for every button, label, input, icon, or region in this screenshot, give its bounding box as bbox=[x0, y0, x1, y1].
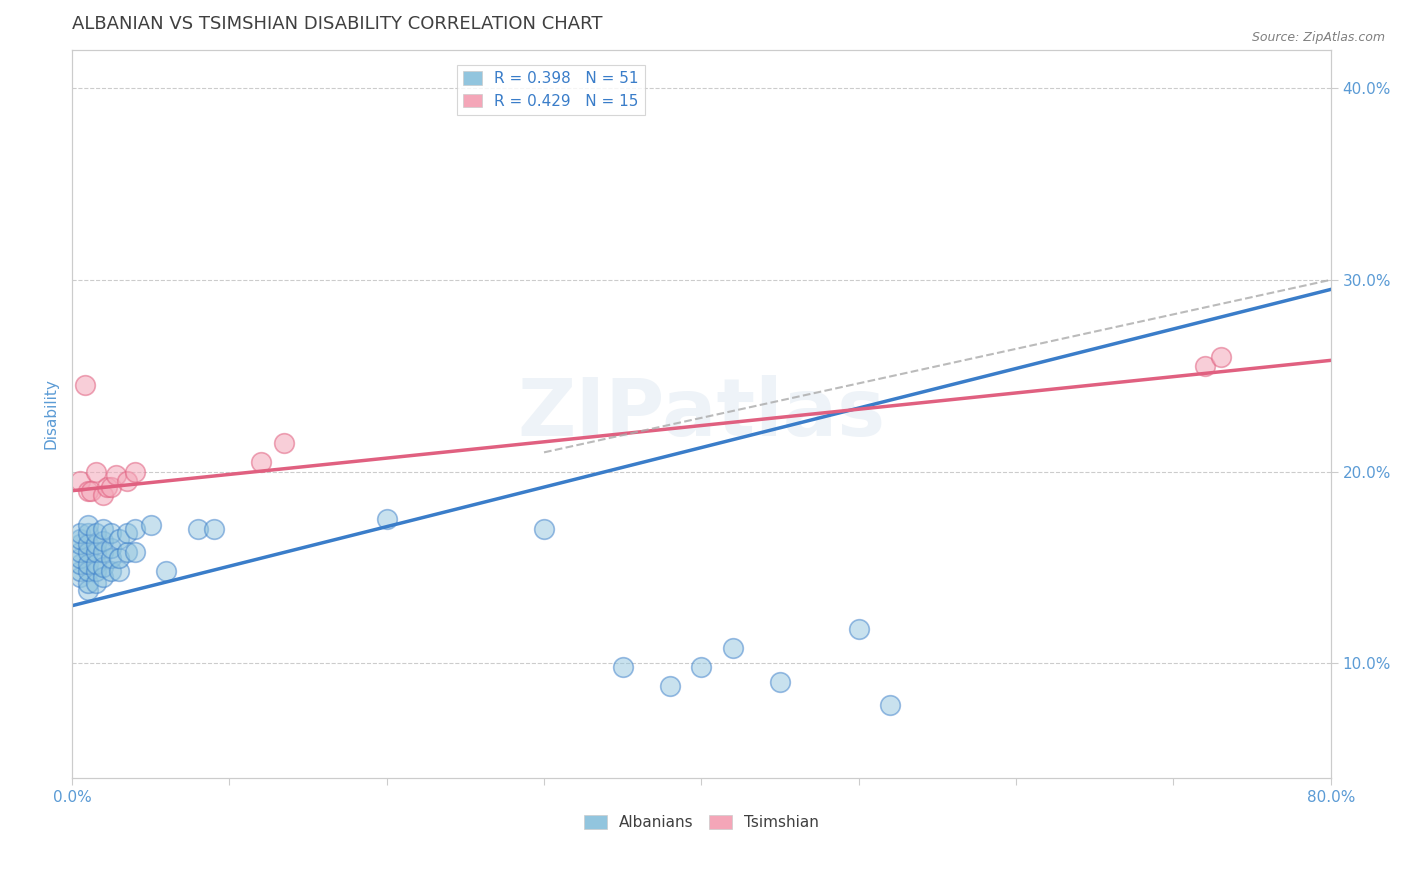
Point bbox=[76, 518, 98, 533]
Point bbox=[249, 455, 271, 469]
Point bbox=[69, 545, 91, 559]
Text: Source: ZipAtlas.com: Source: ZipAtlas.com bbox=[1251, 31, 1385, 45]
Point bbox=[690, 660, 713, 674]
Point bbox=[721, 640, 744, 655]
Point bbox=[69, 474, 91, 488]
Point bbox=[100, 550, 122, 565]
Point bbox=[115, 545, 138, 559]
Point bbox=[100, 480, 122, 494]
Point bbox=[84, 564, 107, 578]
Point bbox=[76, 545, 98, 559]
Point bbox=[187, 522, 209, 536]
Point bbox=[93, 487, 115, 501]
Y-axis label: Disability: Disability bbox=[44, 378, 58, 450]
Point bbox=[1209, 350, 1232, 364]
Point bbox=[155, 564, 177, 578]
Point bbox=[124, 545, 146, 559]
Point bbox=[73, 378, 96, 392]
Point bbox=[84, 545, 107, 559]
Point bbox=[76, 583, 98, 598]
Point bbox=[93, 545, 115, 559]
Point bbox=[84, 465, 107, 479]
Point bbox=[105, 468, 128, 483]
Point bbox=[658, 679, 681, 693]
Point bbox=[273, 435, 295, 450]
Point bbox=[769, 675, 792, 690]
Point bbox=[69, 532, 91, 546]
Point bbox=[100, 541, 122, 556]
Point bbox=[76, 537, 98, 551]
Point bbox=[76, 575, 98, 590]
Legend: Albanians, Tsimshian: Albanians, Tsimshian bbox=[578, 809, 825, 836]
Point bbox=[93, 533, 115, 548]
Point bbox=[84, 525, 107, 540]
Point bbox=[139, 518, 162, 533]
Point bbox=[69, 564, 91, 578]
Point bbox=[100, 525, 122, 540]
Point bbox=[108, 550, 131, 565]
Point bbox=[124, 522, 146, 536]
Point bbox=[93, 522, 115, 536]
Point bbox=[1194, 359, 1216, 373]
Point bbox=[93, 570, 115, 584]
Point bbox=[84, 575, 107, 590]
Point bbox=[108, 564, 131, 578]
Point bbox=[848, 622, 870, 636]
Point bbox=[76, 483, 98, 498]
Point bbox=[100, 564, 122, 578]
Point bbox=[80, 483, 103, 498]
Point bbox=[96, 480, 118, 494]
Point bbox=[533, 522, 555, 536]
Point bbox=[115, 474, 138, 488]
Point bbox=[69, 557, 91, 571]
Text: ALBANIAN VS TSIMSHIAN DISABILITY CORRELATION CHART: ALBANIAN VS TSIMSHIAN DISABILITY CORRELA… bbox=[72, 15, 603, 33]
Point bbox=[612, 660, 634, 674]
Point bbox=[69, 570, 91, 584]
Point bbox=[76, 525, 98, 540]
Point bbox=[84, 537, 107, 551]
Point bbox=[76, 564, 98, 578]
Point bbox=[93, 560, 115, 574]
Point bbox=[879, 698, 901, 713]
Point bbox=[108, 532, 131, 546]
Point bbox=[76, 557, 98, 571]
Point bbox=[115, 525, 138, 540]
Point bbox=[69, 550, 91, 565]
Point bbox=[69, 537, 91, 551]
Text: ZIPatlas: ZIPatlas bbox=[517, 375, 886, 453]
Point bbox=[124, 465, 146, 479]
Point bbox=[375, 512, 398, 526]
Point bbox=[202, 522, 225, 536]
Point bbox=[84, 557, 107, 571]
Point bbox=[69, 525, 91, 540]
